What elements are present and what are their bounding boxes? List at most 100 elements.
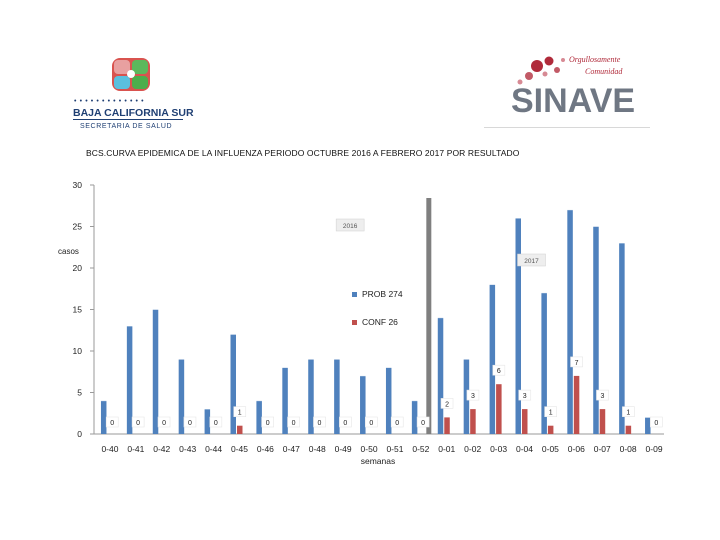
conf-label-box <box>596 389 609 401</box>
sinave-logo: Orgullosamente Comunidad SINAVE <box>505 52 645 120</box>
bar-prob <box>411 400 418 434</box>
conf-data-label: 3 <box>471 393 475 400</box>
y-tick-label: 25 <box>73 222 83 232</box>
conf-label-box <box>313 416 326 428</box>
x-tick-label: 0-46 <box>257 444 274 454</box>
conf-data-label: 7 <box>575 360 579 367</box>
legend-label-prob: PROB 274 <box>362 289 403 299</box>
conf-label-box <box>364 416 378 428</box>
legend-label-conf: CONF 26 <box>362 317 398 327</box>
bar-conf <box>625 425 632 434</box>
year-annotation-label: 2016 <box>343 223 358 230</box>
legend-swatch-prob <box>352 292 357 297</box>
bar-conf <box>470 409 476 434</box>
conf-data-label: 0 <box>369 420 373 427</box>
conf-data-label: 0 <box>266 420 270 427</box>
x-tick-label: 0-07 <box>594 444 611 454</box>
x-tick-label: 0-08 <box>620 444 637 454</box>
bar-prob <box>489 284 496 434</box>
x-tick-label: 0-50 <box>361 444 378 454</box>
bar-prob <box>308 359 314 434</box>
conf-label-box <box>233 406 247 418</box>
bar-prob <box>204 409 211 434</box>
bar-prob <box>100 400 107 434</box>
bar-prob <box>385 367 392 434</box>
conf-data-label: 0 <box>214 420 218 427</box>
conf-data-label: 0 <box>162 420 166 427</box>
conf-label-box <box>261 416 274 428</box>
bar-prob <box>334 359 340 434</box>
y-axis-label: casos <box>58 247 79 256</box>
y-tick-label: 20 <box>73 263 83 273</box>
sinave-dots-icon: Orgullosamente Comunidad SINAVE <box>511 55 635 120</box>
conf-label-box <box>390 416 404 428</box>
x-tick-label: 0-52 <box>412 444 429 454</box>
chart-title: BCS.CURVA EPIDEMICA DE LA INFLUENZA PERI… <box>86 148 520 158</box>
conf-data-label: 0 <box>395 420 399 427</box>
bar-conf <box>547 425 554 434</box>
conf-label-box <box>622 406 635 418</box>
x-tick-label: 0-09 <box>646 444 663 454</box>
sinave-tagline-1: Orgullosamente <box>569 55 621 64</box>
year-annotation-box <box>517 253 546 267</box>
year-annotation-box <box>335 218 365 232</box>
bar-prob <box>152 309 159 434</box>
conf-label-box <box>649 416 663 428</box>
conf-label-box <box>131 416 145 428</box>
bar-conf <box>496 384 502 434</box>
conf-data-label: 0 <box>292 420 296 427</box>
x-tick-label: 0-40 <box>101 444 118 454</box>
state-dots-row: • • • • • • • • • • • • • <box>74 98 144 105</box>
conf-data-label: 0 <box>318 420 322 427</box>
x-tick-label: 0-02 <box>464 444 481 454</box>
bar-prob <box>567 209 573 434</box>
conf-data-label: 3 <box>523 393 527 400</box>
conf-data-label: 2 <box>445 401 449 408</box>
conf-label-box <box>209 416 223 428</box>
x-tick-label: 0-45 <box>231 444 248 454</box>
y-tick-label: 0 <box>77 429 82 439</box>
y-tick-label: 15 <box>73 305 83 315</box>
bar-prob <box>463 359 470 434</box>
state-logo: • • • • • • • • • • • • • BAJA CALIFORNI… <box>70 55 200 135</box>
conf-data-label: 0 <box>421 420 425 427</box>
conf-data-label: 0 <box>343 420 347 427</box>
x-tick-label: 0-41 <box>127 444 144 454</box>
bar-prob <box>437 317 444 434</box>
bar-prob <box>230 334 236 434</box>
state-department: SECRETARIA DE SALUD <box>80 123 172 130</box>
x-tick-label: 0-47 <box>283 444 300 454</box>
x-tick-label: 0-43 <box>179 444 196 454</box>
conf-data-label: 3 <box>601 393 605 400</box>
conf-label-box <box>518 389 532 401</box>
x-tick-label: 0-42 <box>153 444 170 454</box>
conf-label-box <box>339 416 352 428</box>
x-tick-label: 0-04 <box>516 444 533 454</box>
conf-label-box <box>492 364 506 376</box>
bar-conf <box>599 409 606 434</box>
header-divider <box>484 127 650 128</box>
bar-prob <box>178 359 185 434</box>
conf-label-box <box>440 398 454 409</box>
bar-prob <box>515 218 521 434</box>
legend-swatch-conf <box>352 320 357 325</box>
x-axis-label: semanas <box>361 456 396 466</box>
y-tick-label: 10 <box>73 346 83 356</box>
conf-data-label: 1 <box>626 410 630 417</box>
conf-label-box <box>157 416 171 428</box>
conf-label-box <box>105 416 119 428</box>
conf-data-label: 1 <box>549 410 553 417</box>
x-tick-label: 0-01 <box>438 444 455 454</box>
x-tick-label: 0-49 <box>335 444 352 454</box>
bar-prob <box>541 292 547 434</box>
bar-prob <box>619 243 625 434</box>
x-tick-label: 0-51 <box>386 444 403 454</box>
y-tick-label: 5 <box>77 388 82 398</box>
bar-conf <box>237 425 243 434</box>
conf-data-label: 0 <box>110 420 114 427</box>
year-annotation-label: 2017 <box>524 258 539 265</box>
conf-label-box <box>183 416 197 428</box>
x-tick-label: 0-05 <box>542 444 559 454</box>
state-emblem-icon: • • • • • • • • • • • • • BAJA CALIFORNI… <box>73 58 194 130</box>
